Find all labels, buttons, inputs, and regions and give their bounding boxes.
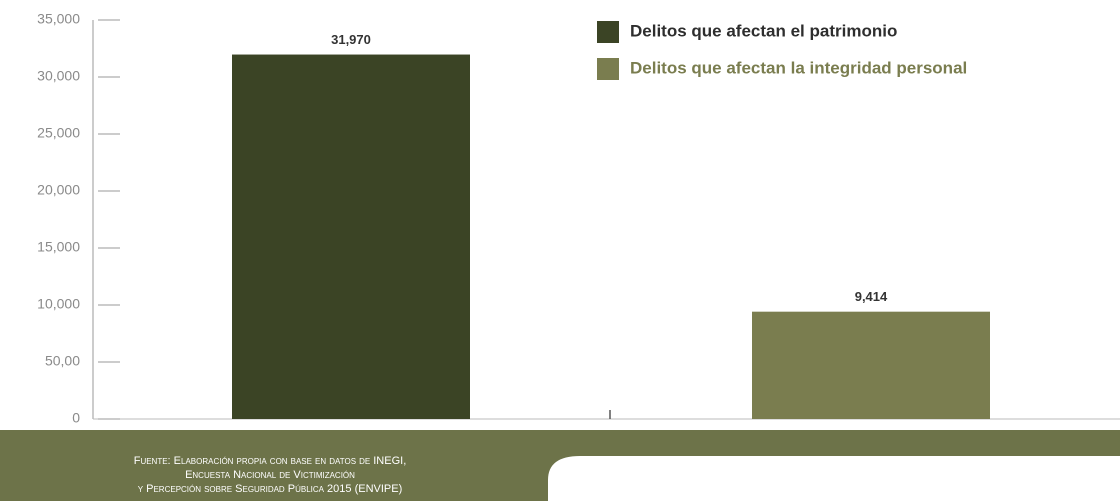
bar	[752, 311, 990, 419]
legend-label: Delitos que afectan la integridad person…	[630, 58, 967, 77]
source-line: Fuente: Elaboración propia con base en d…	[134, 455, 407, 467]
y-tick-label: 15,000	[37, 239, 80, 255]
y-tick-label: 20,000	[37, 182, 80, 198]
y-tick-label: 30,000	[37, 68, 80, 84]
source-band	[0, 430, 1120, 501]
value-label: 9,414	[855, 289, 888, 304]
source-line: Encuesta Nacional de Victimización	[185, 469, 355, 481]
y-tick-label: 0	[72, 410, 80, 426]
y-tick-label: 50,00	[45, 353, 80, 369]
value-label: 31,970	[331, 32, 371, 47]
bar	[232, 54, 470, 420]
y-tick-label: 10,000	[37, 296, 80, 312]
legend-swatch	[597, 58, 619, 80]
y-tick-label: 25,000	[37, 125, 80, 141]
source-line: y Percepción sobre Seguridad Pública 201…	[138, 483, 403, 495]
legend-label: Delitos que afectan el patrimonio	[630, 21, 897, 40]
legend-swatch	[597, 21, 619, 43]
y-tick-label: 35,000	[37, 11, 80, 27]
